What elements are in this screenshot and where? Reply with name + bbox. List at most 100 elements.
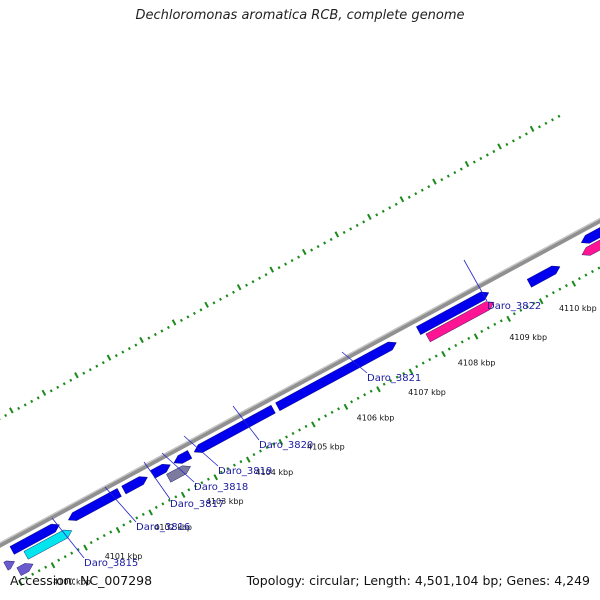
inner-tick-mark — [278, 438, 284, 446]
inner-tick-mark — [571, 280, 577, 287]
misc-feature[interactable] — [3, 560, 15, 571]
gene-label-layer[interactable]: Daro_3815 Daro_3816 Daro_3817 Daro_3818 Daro… — [51, 259, 541, 569]
inner-tick-mark — [76, 548, 80, 552]
inner-tick-mark — [493, 322, 497, 326]
cds-feature[interactable] — [416, 291, 490, 335]
outer-tick-mark — [269, 266, 275, 273]
outer-tick-mark — [199, 308, 203, 312]
outer-tick-mark — [127, 347, 131, 351]
inner-tick-mark — [350, 400, 354, 404]
backbone-line — [0, 217, 600, 548]
cds-feature[interactable] — [9, 523, 60, 555]
inner-tick-mark — [545, 294, 549, 298]
outer-tick-mark — [388, 206, 392, 210]
gene-label-leader — [232, 405, 260, 441]
inner-tick-mark — [376, 386, 381, 393]
cds-feature[interactable] — [121, 476, 148, 495]
inner-tick-mark — [551, 291, 555, 295]
inner-tick-mark — [180, 491, 186, 498]
inner-tick-mark — [109, 530, 113, 534]
outer-tick-mark — [427, 185, 431, 189]
gene-label-leader — [104, 486, 137, 523]
rrna-feature[interactable] — [581, 218, 600, 256]
inner-tick-mark — [519, 308, 523, 312]
outer-tick-mark — [342, 230, 346, 235]
inner-tick-mark — [480, 329, 484, 333]
kbp-tick-label: 4107 kbp — [408, 388, 446, 397]
inner-tick-mark — [154, 505, 158, 509]
gene-label[interactable]: Daro_3819 — [218, 466, 272, 477]
outer-tick-mark — [432, 178, 437, 185]
outer-tick-mark — [329, 237, 333, 242]
gene-label[interactable]: Daro_3818 — [194, 482, 248, 493]
inner-tick-mark — [174, 495, 178, 499]
outer-tick-mark — [232, 290, 235, 294]
inner-tick-mark — [499, 319, 503, 323]
outer-tick-mark — [323, 241, 327, 245]
outer-tick-mark — [82, 371, 86, 375]
gene-label[interactable]: Daro_3816 — [136, 522, 190, 533]
kbp-tick-label: 4102 kbp — [154, 523, 192, 532]
inner-tick-mark — [369, 389, 373, 393]
outer-tick-mark — [264, 273, 268, 277]
gene-label[interactable]: Daro_3822 — [487, 301, 541, 312]
gene-label[interactable]: Daro_3815 — [84, 558, 138, 569]
outer-tick-mark — [310, 248, 314, 252]
inner-tick-mark — [206, 477, 210, 481]
gene-label[interactable]: Daro_3820 — [259, 440, 313, 451]
inner-tick-mark — [512, 312, 516, 316]
outer-tick-mark — [179, 318, 183, 323]
inner-tick-mark — [590, 269, 594, 274]
inner-tick-mark — [291, 431, 295, 436]
misc-feature[interactable] — [16, 563, 34, 576]
outer-tick-mark — [204, 301, 209, 308]
outer-tick-mark — [36, 396, 40, 400]
outer-tick-mark — [537, 125, 541, 129]
inner-tick-mark — [460, 340, 464, 344]
inner-tick-mark — [473, 333, 479, 340]
inner-tick-mark — [83, 544, 88, 551]
outer-tick-mark — [56, 385, 60, 389]
inner-tick-mark — [441, 350, 446, 358]
outer-tick-mark — [106, 354, 112, 361]
inner-tick-mark — [239, 460, 243, 464]
outer-tick-mark — [160, 329, 164, 333]
kbp-tick-label: 4109 kbp — [509, 333, 547, 342]
outer-tick-mark — [186, 315, 190, 319]
inner-tick-mark — [395, 375, 399, 379]
accession-text: Accession: NC_007298 — [10, 573, 153, 588]
outer-tick-mark — [529, 125, 535, 132]
inner-tick-mark — [37, 569, 41, 573]
cds-feature[interactable] — [275, 341, 397, 412]
cds-feature[interactable] — [526, 265, 561, 288]
inner-tick-mark — [213, 474, 219, 481]
inner-tick-mark — [330, 410, 334, 414]
inner-tick-mark — [324, 414, 328, 418]
outer-tick-mark — [290, 259, 294, 263]
outer-tick-mark — [511, 139, 515, 143]
trna-feature[interactable] — [23, 529, 73, 560]
outer-tick-mark — [49, 389, 53, 393]
outer-tick-mark — [505, 142, 509, 147]
kbp-tick-label: 4101 kbp — [105, 552, 143, 561]
inner-tick-mark — [525, 305, 529, 309]
gene-label[interactable]: Daro_3817 — [170, 499, 224, 510]
outer-tick-mark — [225, 294, 229, 298]
cds-feature[interactable] — [173, 450, 193, 464]
gene-label[interactable]: Daro_3821 — [367, 373, 421, 384]
inner-tick-mark — [382, 382, 386, 386]
outer-tick-mark — [121, 350, 125, 354]
rrna-feature[interactable] — [425, 301, 495, 343]
pseudo-feature[interactable] — [166, 465, 191, 483]
inner-tick-mark — [428, 357, 432, 362]
inner-tick-mark — [311, 421, 316, 428]
outer-tick-mark — [69, 378, 73, 382]
inner-tick-mark — [486, 326, 490, 330]
cds-feature[interactable] — [580, 208, 600, 244]
outer-tick-mark — [355, 223, 359, 227]
inner-tick-mark — [141, 512, 145, 516]
cds-feature[interactable] — [193, 404, 276, 453]
inner-tick-mark — [317, 417, 321, 421]
outer-tick-mark — [251, 280, 255, 284]
